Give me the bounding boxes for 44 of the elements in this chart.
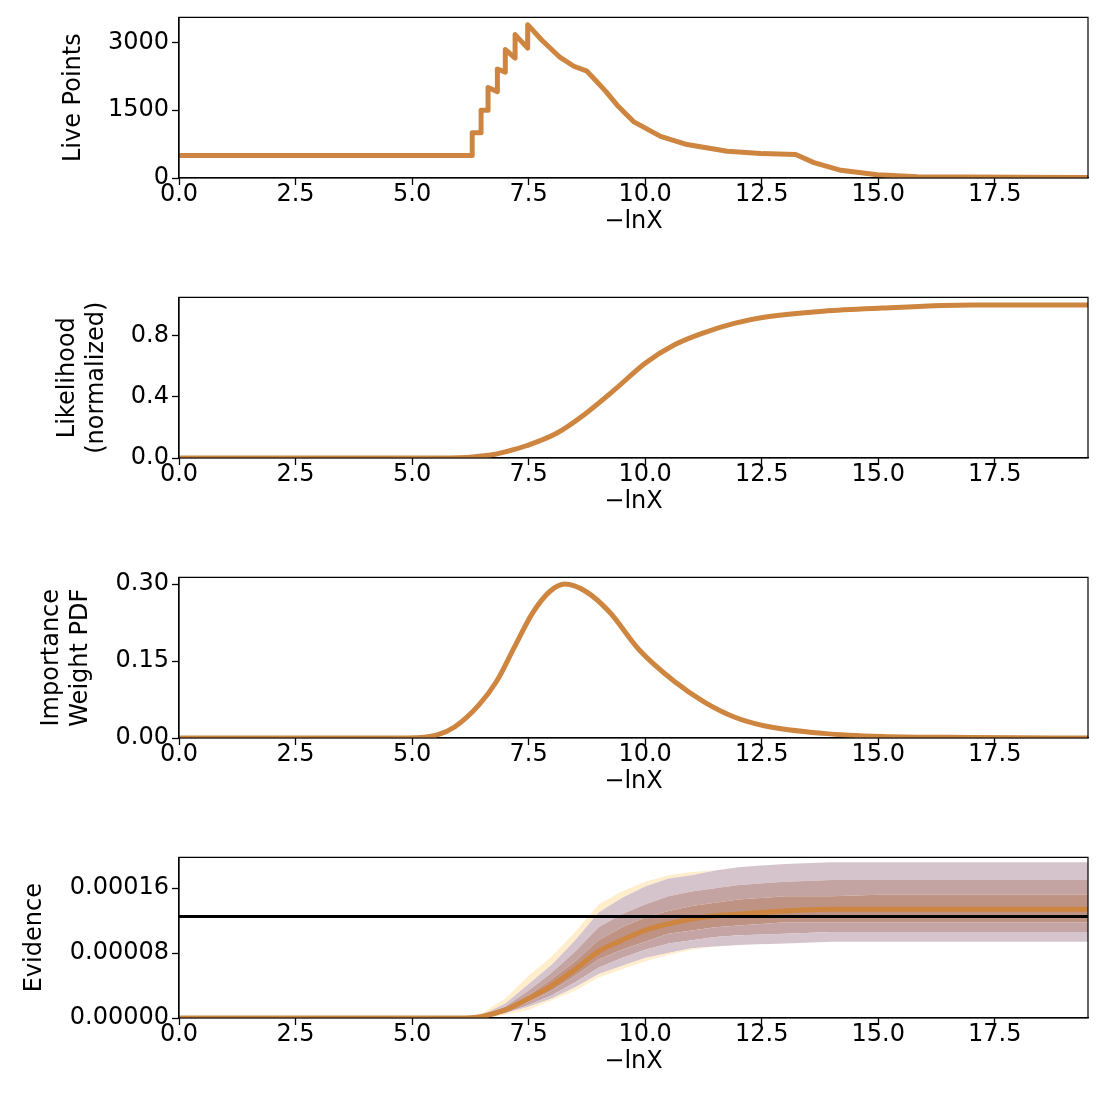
x-tick-label: 7.5 [509,738,548,767]
x-tick-label: 17.5 [968,458,1022,487]
y-tick-label: 0.00008 [69,937,169,966]
x-tick-label: 7.5 [509,178,548,207]
x-tick-label: 12.5 [734,178,789,207]
x-tick-label: 5.0 [392,458,432,487]
x-tick-label: 5.0 [392,738,432,767]
x-tick-label: 17.5 [968,738,1022,767]
y-tick-label: 3000 [107,26,169,55]
y-axis-title: Live Points [57,33,86,163]
y-tick-label: 0.8 [130,319,169,348]
x-tick-label: 2.5 [276,1018,315,1047]
x-tick-label: 10.0 [618,458,672,487]
x-tick-label: 15.0 [851,458,905,487]
x-tick-label: 12.5 [734,1018,789,1047]
y-tick-label: 1500 [107,94,169,123]
x-tick-label: 2.5 [276,458,315,487]
x-tick-label: 12.5 [734,738,789,767]
x-tick-label: 17.5 [968,178,1022,207]
y-axis-title: Likelihood (normalized) [51,301,109,454]
y-tick-label: 0.30 [115,568,169,597]
x-tick-label: 7.5 [509,458,548,487]
y-axis-title: Evidence [19,883,48,993]
x-axis-title: −lnX [604,765,663,794]
x-tick-label: 10.0 [618,178,672,207]
y-tick-label: 0.00016 [69,872,169,901]
x-axis-title: −lnX [604,485,663,514]
x-tick-label: 2.5 [276,738,315,767]
x-tick-label: 5.0 [392,178,432,207]
x-tick-label: 15.0 [851,1018,905,1047]
x-tick-label: 2.5 [276,178,315,207]
x-tick-label: 7.5 [509,1018,548,1047]
x-tick-label: 10.0 [618,738,672,767]
x-tick-label: 17.5 [968,1018,1022,1047]
x-tick-label: 5.0 [392,1018,432,1047]
x-tick-label: 15.0 [851,738,905,767]
x-axis-title: −lnX [604,205,663,234]
y-tick-label: 0.15 [115,645,169,674]
x-tick-label: 15.0 [851,178,905,207]
y-axis-title: Importance Weight PDF [36,588,94,727]
x-tick-label: 12.5 [734,458,789,487]
y-tick-label: 0.4 [130,381,169,410]
x-tick-label: 10.0 [618,1018,672,1047]
x-axis-title: −lnX [604,1045,663,1074]
